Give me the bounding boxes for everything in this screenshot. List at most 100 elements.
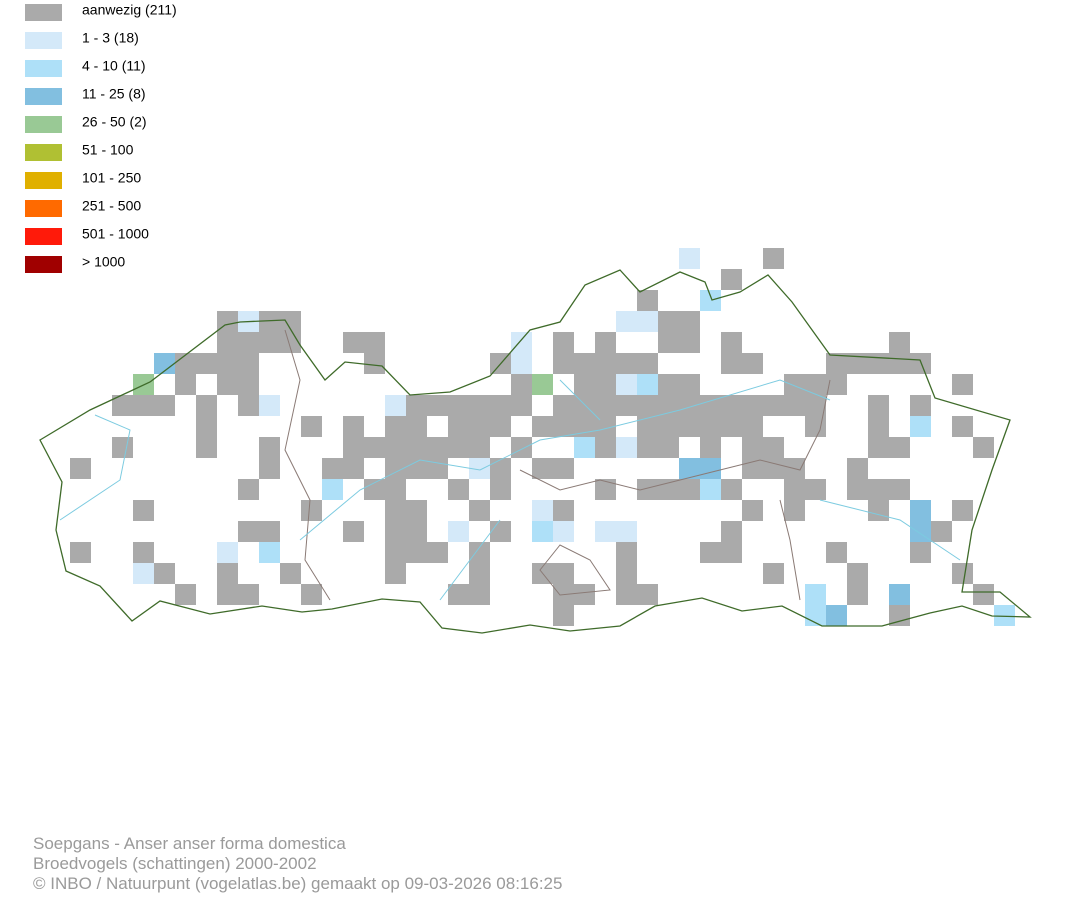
grid-cell bbox=[679, 479, 700, 500]
grid-cell bbox=[868, 395, 889, 416]
grid-cell bbox=[364, 332, 385, 353]
grid-cell bbox=[952, 374, 973, 395]
grid-cell bbox=[385, 542, 406, 563]
grid-cell bbox=[616, 437, 637, 458]
grid-cell bbox=[805, 584, 826, 605]
grid-cell bbox=[112, 395, 133, 416]
grid-cell bbox=[742, 437, 763, 458]
legend-label: 26 - 50 (2) bbox=[82, 114, 147, 130]
grid-cell bbox=[721, 269, 742, 290]
grid-cell bbox=[553, 563, 574, 584]
grid-cell bbox=[742, 416, 763, 437]
grid-cell bbox=[763, 248, 784, 269]
grid-cell bbox=[238, 521, 259, 542]
legend-label: 11 - 25 (8) bbox=[82, 86, 146, 102]
grid-cell bbox=[994, 605, 1015, 626]
grid-cell bbox=[574, 395, 595, 416]
grid-cell bbox=[154, 563, 175, 584]
grid-cell bbox=[658, 395, 679, 416]
grid-cell bbox=[322, 458, 343, 479]
grid-cell bbox=[448, 479, 469, 500]
grid-cell bbox=[700, 542, 721, 563]
grid-cell bbox=[238, 479, 259, 500]
region-border bbox=[39, 269, 1032, 634]
grid-cell bbox=[784, 500, 805, 521]
footer-line: Broedvogels (schattingen) 2000-2002 bbox=[33, 854, 317, 873]
grid-cell bbox=[448, 584, 469, 605]
grid-cell bbox=[847, 479, 868, 500]
legend-swatch bbox=[25, 32, 62, 49]
grid-cell bbox=[532, 458, 553, 479]
grid-cell bbox=[469, 584, 490, 605]
grid-cells bbox=[70, 248, 1015, 626]
grid-cell bbox=[616, 521, 637, 542]
grid-cell bbox=[763, 563, 784, 584]
grid-cell bbox=[301, 500, 322, 521]
grid-cell bbox=[238, 353, 259, 374]
grid-cell bbox=[385, 500, 406, 521]
grid-cell bbox=[490, 416, 511, 437]
grid-cell bbox=[406, 500, 427, 521]
grid-cell bbox=[847, 458, 868, 479]
grid-cell bbox=[469, 563, 490, 584]
grid-cell bbox=[721, 416, 742, 437]
grid-cell bbox=[889, 584, 910, 605]
grid-cell bbox=[553, 458, 574, 479]
grid-cell bbox=[868, 479, 889, 500]
grid-cell bbox=[427, 437, 448, 458]
legend-label: 1 - 3 (18) bbox=[82, 30, 139, 46]
grid-cell bbox=[511, 374, 532, 395]
grid-cell bbox=[679, 311, 700, 332]
grid-cell bbox=[133, 542, 154, 563]
legend-swatch bbox=[25, 88, 62, 105]
grid-cell bbox=[637, 437, 658, 458]
legend-label: aanwezig (211) bbox=[82, 2, 177, 18]
grid-cell bbox=[406, 416, 427, 437]
grid-cell bbox=[133, 500, 154, 521]
legend-swatch bbox=[25, 172, 62, 189]
grid-cell bbox=[931, 521, 952, 542]
grid-cell bbox=[259, 542, 280, 563]
grid-cell bbox=[868, 437, 889, 458]
grid-cell bbox=[427, 542, 448, 563]
grid-cell bbox=[595, 437, 616, 458]
grid-cell bbox=[259, 332, 280, 353]
legend-swatch bbox=[25, 256, 62, 273]
grid-cell bbox=[574, 584, 595, 605]
grid-cell bbox=[616, 311, 637, 332]
grid-cell bbox=[175, 374, 196, 395]
footer-line: © INBO / Natuurpunt (vogelatlas.be) gema… bbox=[33, 874, 562, 893]
grid-cell bbox=[406, 458, 427, 479]
grid-cell bbox=[574, 353, 595, 374]
legend-label: 4 - 10 (11) bbox=[82, 58, 146, 74]
grid-cell bbox=[868, 500, 889, 521]
grid-cell bbox=[637, 416, 658, 437]
grid-cell bbox=[364, 479, 385, 500]
grid-cell bbox=[196, 437, 217, 458]
grid-cell bbox=[595, 332, 616, 353]
grid-cell bbox=[805, 416, 826, 437]
grid-cell bbox=[868, 353, 889, 374]
grid-cell bbox=[469, 500, 490, 521]
grid-cell bbox=[742, 458, 763, 479]
grid-cell bbox=[322, 479, 343, 500]
grid-cell bbox=[721, 395, 742, 416]
grid-cell bbox=[910, 353, 931, 374]
footer: Soepgans - Anser anser forma domesticaBr… bbox=[33, 834, 562, 893]
grid-cell bbox=[910, 416, 931, 437]
grid-cell bbox=[406, 521, 427, 542]
grid-cell bbox=[616, 395, 637, 416]
grid-cell bbox=[742, 353, 763, 374]
grid-cell bbox=[133, 395, 154, 416]
grid-cell bbox=[595, 479, 616, 500]
grid-cell bbox=[385, 458, 406, 479]
grid-cell bbox=[742, 500, 763, 521]
grid-cell bbox=[448, 521, 469, 542]
grid-cell bbox=[406, 542, 427, 563]
grid-cell bbox=[427, 458, 448, 479]
grid-cell bbox=[385, 416, 406, 437]
grid-cell bbox=[826, 605, 847, 626]
grid-cell bbox=[217, 332, 238, 353]
